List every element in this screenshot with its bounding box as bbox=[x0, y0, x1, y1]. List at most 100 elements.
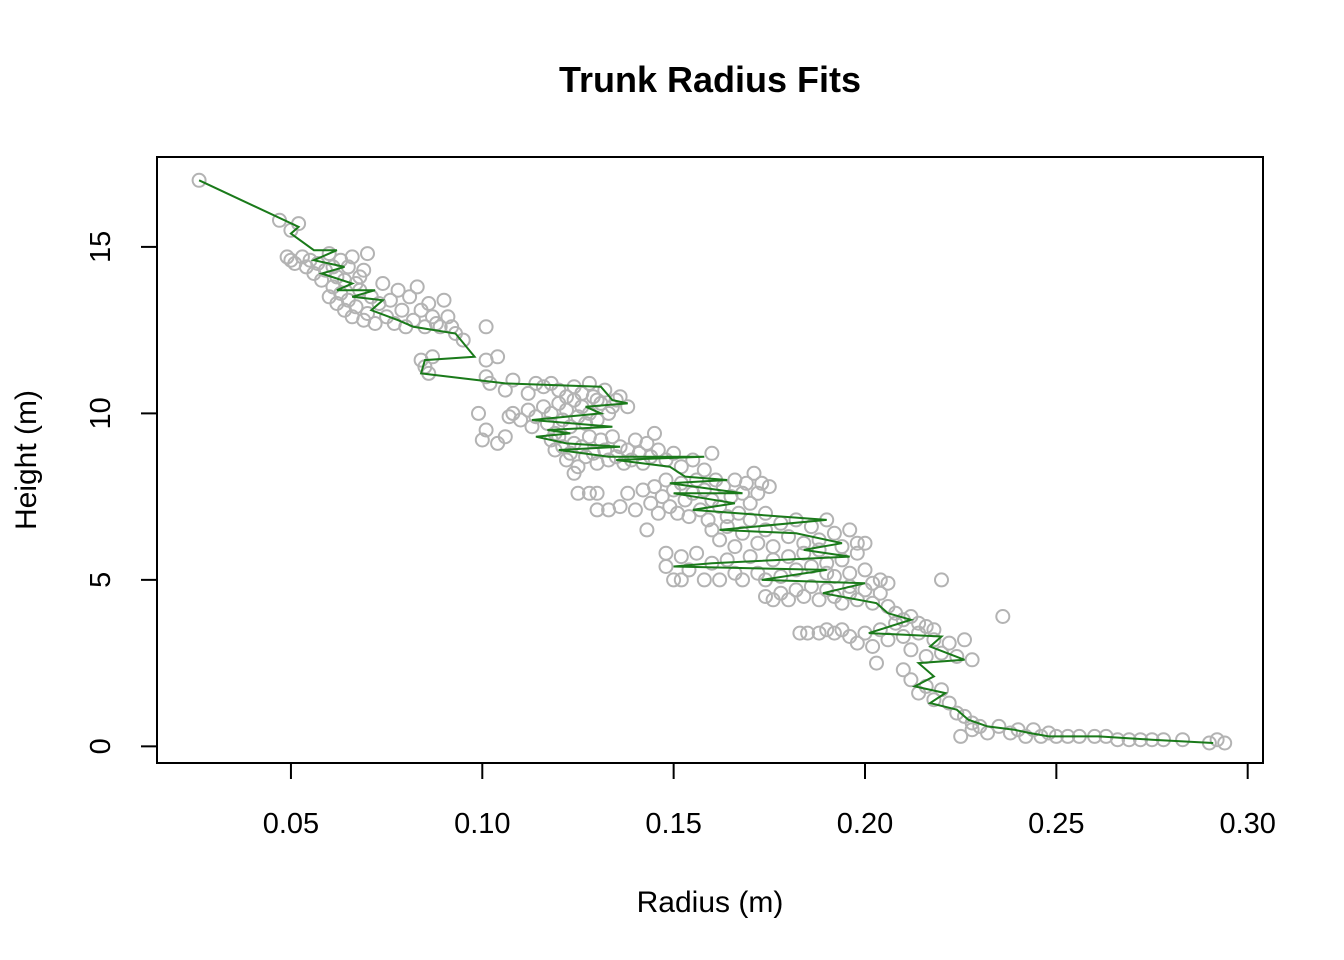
data-point bbox=[513, 412, 529, 428]
y-axis-label: Height (m) bbox=[10, 390, 43, 530]
data-point bbox=[425, 349, 440, 365]
data-point bbox=[650, 505, 666, 521]
data-points bbox=[191, 172, 1233, 751]
data-point bbox=[849, 592, 865, 608]
data-point bbox=[505, 372, 521, 388]
data-point bbox=[704, 445, 720, 461]
data-point bbox=[440, 309, 456, 325]
data-point bbox=[471, 405, 486, 421]
data-point bbox=[566, 465, 582, 481]
data-point bbox=[792, 625, 808, 641]
data-point bbox=[627, 502, 643, 518]
x-tick-label: 0.10 bbox=[454, 808, 510, 840]
x-tick-label: 0.25 bbox=[1028, 808, 1084, 840]
data-point bbox=[949, 705, 965, 721]
data-point bbox=[360, 306, 375, 321]
data-point bbox=[647, 425, 662, 441]
x-tick-label: 0.15 bbox=[645, 808, 701, 840]
data-point bbox=[727, 539, 743, 555]
data-point bbox=[849, 535, 865, 551]
data-point bbox=[750, 535, 766, 551]
data-point bbox=[589, 502, 605, 518]
data-point bbox=[842, 522, 858, 538]
data-point bbox=[911, 615, 927, 631]
data-point bbox=[643, 495, 659, 511]
data-point bbox=[700, 512, 716, 528]
data-point bbox=[654, 489, 670, 505]
data-point bbox=[666, 572, 682, 588]
data-point bbox=[455, 332, 471, 348]
data-point bbox=[758, 589, 773, 604]
data-point bbox=[746, 465, 762, 481]
data-point bbox=[658, 545, 674, 561]
data-point bbox=[738, 475, 754, 491]
data-point bbox=[344, 249, 360, 265]
data-point bbox=[754, 475, 770, 491]
data-point bbox=[934, 572, 949, 588]
data-point bbox=[758, 522, 773, 538]
data-point bbox=[811, 592, 827, 608]
data-point bbox=[478, 319, 494, 335]
data-point bbox=[704, 522, 720, 538]
data-point bbox=[735, 572, 750, 588]
data-point bbox=[750, 485, 766, 501]
data-point bbox=[681, 509, 697, 525]
data-point bbox=[620, 399, 636, 415]
data-point bbox=[394, 302, 410, 318]
data-point bbox=[742, 549, 758, 565]
data-point bbox=[926, 692, 942, 708]
data-point bbox=[869, 655, 884, 671]
data-point bbox=[1002, 725, 1018, 741]
data-point bbox=[356, 262, 372, 278]
data-point bbox=[819, 565, 835, 581]
data-point bbox=[191, 172, 207, 188]
data-point bbox=[639, 435, 655, 451]
data-point bbox=[528, 409, 544, 425]
data-point bbox=[436, 292, 452, 308]
data-point bbox=[578, 449, 594, 465]
data-point bbox=[826, 525, 842, 541]
data-point bbox=[601, 452, 617, 468]
data-point bbox=[497, 429, 513, 445]
data-point bbox=[849, 545, 865, 561]
data-point bbox=[712, 572, 728, 588]
data-point bbox=[696, 572, 712, 588]
data-point bbox=[696, 482, 712, 498]
data-point bbox=[926, 632, 942, 648]
data-point bbox=[482, 375, 498, 391]
data-point bbox=[719, 552, 735, 568]
data-point bbox=[673, 549, 689, 565]
data-point bbox=[781, 529, 796, 545]
data-point bbox=[941, 635, 957, 651]
data-point bbox=[1175, 732, 1191, 748]
data-point bbox=[294, 249, 310, 265]
data-point bbox=[390, 282, 406, 298]
data-point bbox=[681, 562, 697, 578]
data-point bbox=[803, 519, 819, 535]
x-axis-label: Radius (m) bbox=[637, 886, 784, 919]
data-point bbox=[796, 589, 812, 604]
data-point bbox=[758, 505, 773, 521]
data-point bbox=[421, 296, 437, 311]
data-point bbox=[712, 532, 728, 548]
data-point bbox=[589, 485, 605, 501]
data-point bbox=[964, 652, 980, 668]
data-point bbox=[849, 635, 865, 651]
data-point bbox=[803, 579, 819, 594]
data-point bbox=[321, 246, 337, 262]
data-point bbox=[639, 522, 655, 538]
data-point bbox=[474, 432, 490, 448]
data-point bbox=[719, 519, 735, 535]
data-point bbox=[360, 246, 375, 262]
data-point bbox=[647, 479, 662, 495]
data-point bbox=[402, 289, 418, 305]
x-tick-label: 0.20 bbox=[837, 808, 893, 840]
data-point bbox=[995, 609, 1011, 624]
y-tick-label: 15 bbox=[85, 231, 117, 263]
data-point bbox=[842, 579, 858, 594]
data-point bbox=[1121, 732, 1137, 748]
data-point bbox=[819, 622, 835, 638]
data-point bbox=[911, 625, 927, 641]
data-point bbox=[520, 385, 536, 401]
x-axis: 0.05 0.10 0.15 0.20 0.25 0.30 bbox=[263, 762, 1276, 840]
